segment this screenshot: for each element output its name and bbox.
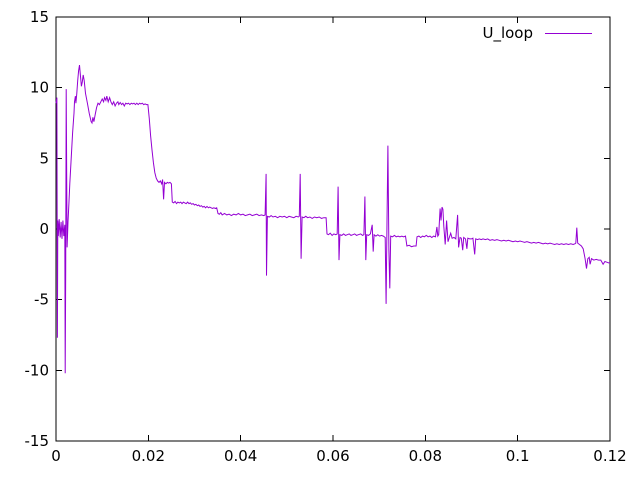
x-tick-label: 0.04: [224, 447, 257, 465]
legend: U_loop: [460, 25, 592, 41]
x-tick-label: 0: [51, 447, 61, 465]
legend-label: U_loop: [482, 24, 533, 42]
x-tick-label: 0.12: [593, 447, 626, 465]
plot-border: [55, 16, 611, 442]
x-tick-label: 0.08: [409, 447, 442, 465]
x-tick-label: 0.02: [132, 447, 165, 465]
y-tick-label: -15: [25, 432, 50, 450]
y-tick-label: 10: [30, 79, 49, 97]
x-tick-label: 0.06: [316, 447, 349, 465]
y-tick-label: 5: [39, 149, 49, 167]
legend-line-swatch: [545, 32, 592, 34]
y-tick-label: -5: [34, 291, 49, 309]
x-tick-label: 0.1: [506, 447, 530, 465]
y-tick-label: 15: [30, 8, 49, 26]
y-tick-label: -10: [25, 361, 50, 379]
data-line: [55, 65, 610, 374]
y-tick-label: 0: [39, 220, 49, 238]
